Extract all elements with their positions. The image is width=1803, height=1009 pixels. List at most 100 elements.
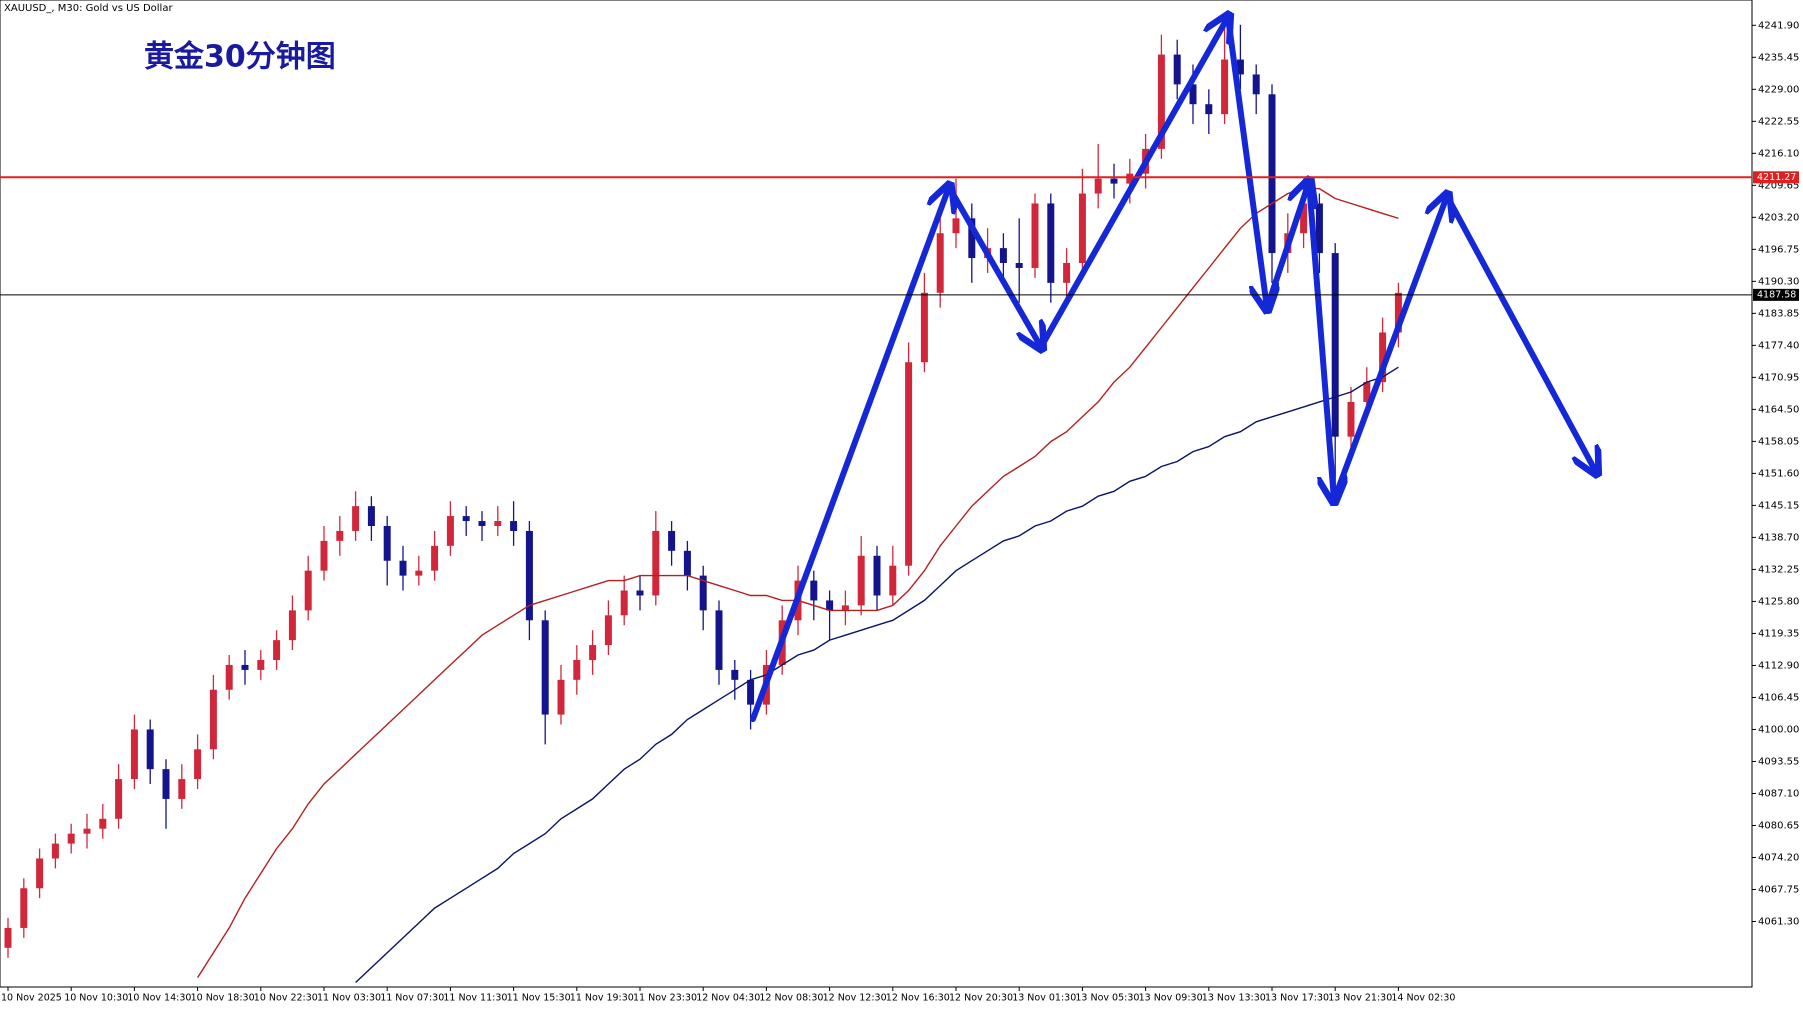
candle-body — [478, 521, 486, 527]
trend-arrows — [750, 17, 1596, 722]
candle-body — [668, 530, 676, 551]
arrow — [946, 184, 1041, 347]
candle-body — [431, 545, 439, 571]
candle-body — [999, 248, 1007, 264]
x-tick-label: 13 Nov 05:30 — [1075, 993, 1139, 1004]
y-tick-label: 4235.45 — [1758, 52, 1799, 63]
candle-body — [257, 659, 265, 670]
candle-body — [146, 729, 154, 770]
candle-body — [1063, 263, 1071, 283]
candle-body — [4, 927, 12, 948]
candle-body — [415, 570, 423, 576]
candle-body — [699, 575, 707, 611]
x-tick-label: 11 Nov 15:30 — [507, 993, 571, 1004]
arrow — [1331, 196, 1447, 503]
x-tick-label: 10 Nov 2025 — [1, 993, 62, 1004]
price-label-box — [1753, 171, 1799, 184]
candle-body — [510, 521, 518, 531]
x-tick-label: 12 Nov 04:30 — [696, 993, 760, 1004]
candle-body — [446, 516, 454, 546]
x-tick-label: 13 Nov 01:30 — [1012, 993, 1076, 1004]
candle-body — [841, 605, 849, 611]
candle-body — [1331, 253, 1339, 437]
x-tick-label: 12 Nov 16:30 — [886, 993, 950, 1004]
x-tick-label: 11 Nov 07:30 — [380, 993, 444, 1004]
y-tick-label: 4170.95 — [1758, 372, 1799, 383]
x-tick-label: 12 Nov 08:30 — [759, 993, 823, 1004]
candle-body — [209, 689, 217, 750]
candle-body — [573, 659, 581, 680]
candle-body — [336, 530, 344, 541]
y-tick-label: 4125.80 — [1758, 596, 1799, 607]
candle-body — [1078, 193, 1086, 264]
x-tick-label: 13 Nov 13:30 — [1202, 993, 1266, 1004]
candle-body — [462, 516, 470, 522]
candle-body — [99, 818, 107, 829]
x-tick-label: 13 Nov 09:30 — [1139, 993, 1203, 1004]
candle-body — [399, 560, 407, 576]
candle-body — [178, 779, 186, 799]
candle-body — [162, 769, 170, 799]
y-tick-label: 4145.15 — [1758, 500, 1799, 511]
y-tick-label: 4222.55 — [1758, 116, 1799, 127]
y-tick-label: 4132.25 — [1758, 564, 1799, 575]
candle-body — [36, 858, 44, 889]
candle-body — [1394, 292, 1402, 333]
candle-body — [1347, 401, 1355, 437]
candle-body — [1015, 263, 1023, 268]
candle-body — [857, 555, 865, 606]
candle-body — [1205, 104, 1213, 115]
candle-body — [304, 570, 312, 611]
price-label: 4187.58 — [1757, 289, 1796, 300]
candle-body — [1173, 54, 1181, 85]
x-tick-label: 10 Nov 10:30 — [64, 993, 128, 1004]
candle-body — [1126, 173, 1134, 184]
candle-body — [383, 526, 391, 561]
y-tick-label: 4203.20 — [1758, 212, 1799, 223]
y-tick-label: 4209.65 — [1758, 180, 1799, 191]
candle-body — [541, 620, 549, 715]
arrow — [1306, 179, 1334, 500]
arrow — [1038, 17, 1228, 350]
candle-body — [194, 749, 202, 780]
candle-body — [604, 615, 612, 646]
candle-body — [1379, 332, 1387, 383]
candle-body — [1031, 203, 1039, 268]
candle-body — [905, 362, 913, 566]
y-tick-label: 4106.45 — [1758, 692, 1799, 703]
y-tick-label: 4093.55 — [1758, 756, 1799, 767]
candle-body — [241, 664, 249, 670]
y-tick-label: 4074.20 — [1758, 852, 1799, 863]
candle-body — [920, 292, 928, 363]
x-tick-label: 10 Nov 14:30 — [127, 993, 191, 1004]
y-tick-label: 4138.70 — [1758, 532, 1799, 543]
candle-body — [636, 590, 644, 596]
candle-body — [652, 530, 660, 596]
x-tick-label: 14 Nov 02:30 — [1391, 993, 1455, 1004]
y-tick-label: 4190.30 — [1758, 276, 1799, 287]
y-tick-label: 4067.75 — [1758, 884, 1799, 895]
y-tick-label: 4087.10 — [1758, 788, 1799, 799]
candle-body — [1110, 178, 1118, 184]
x-tick-label: 11 Nov 11:30 — [443, 993, 507, 1004]
y-tick-label: 4100.00 — [1758, 724, 1799, 735]
price-label-box — [1753, 288, 1799, 301]
candle-body — [1094, 178, 1102, 194]
y-tick-label: 4119.35 — [1758, 628, 1799, 639]
candle-body — [620, 590, 628, 616]
x-tick-label: 13 Nov 21:30 — [1328, 993, 1392, 1004]
candle-body — [952, 218, 960, 234]
arrow — [750, 187, 949, 722]
x-tick-label: 13 Nov 17:30 — [1265, 993, 1329, 1004]
candle-body — [1047, 203, 1055, 283]
y-tick-label: 4080.65 — [1758, 820, 1799, 831]
x-tick-label: 11 Nov 23:30 — [633, 993, 697, 1004]
candle-body — [1300, 203, 1308, 234]
y-tick-label: 4061.30 — [1758, 916, 1799, 927]
y-tick-label: 4216.10 — [1758, 148, 1799, 159]
price-label: 4211.27 — [1757, 172, 1796, 183]
candle-body — [968, 218, 976, 259]
candle-body — [1189, 84, 1197, 105]
x-tick-label: 11 Nov 19:30 — [570, 993, 634, 1004]
